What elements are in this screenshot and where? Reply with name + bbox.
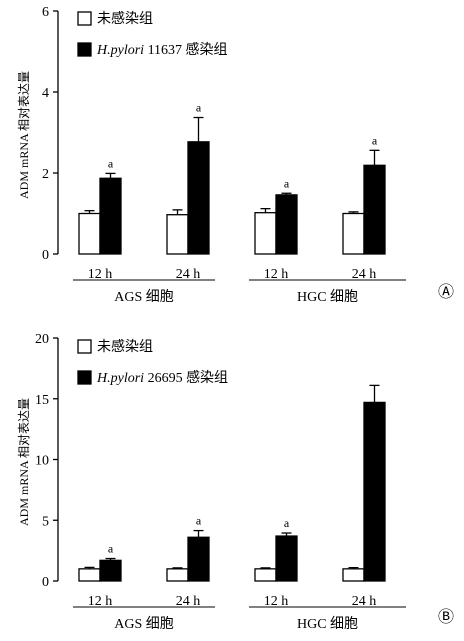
bar-uninfected [254, 212, 277, 255]
bar-infected [363, 401, 386, 582]
panel-label: Ⓐ [438, 283, 454, 301]
y-tick-label: 0 [42, 575, 49, 590]
y-tick-label: 5 [42, 514, 49, 529]
y-tick-label: 0 [42, 248, 49, 263]
bar-infected [275, 194, 298, 255]
bar-uninfected [166, 568, 189, 582]
x-group-label: HGC 细胞 [297, 289, 358, 305]
bar-infected [99, 177, 122, 255]
bar-uninfected [78, 212, 101, 255]
chart-panel-b: 0 5 10 15 20 ADM mRNA 相对表达量 a a a 12 h 24 h 12 h 24 … [17, 332, 454, 632]
x-tick-label: 12 h [88, 594, 113, 609]
significance-label: a [372, 133, 378, 147]
y-tick-label: 4 [42, 86, 49, 101]
legend-swatch-uninfected [77, 11, 92, 26]
legend-label-species: H.pylori [96, 43, 144, 58]
significance-label: a [196, 514, 202, 528]
panel-label: Ⓑ [438, 608, 454, 626]
x-group-label: AGS 细胞 [114, 289, 174, 305]
x-group-label: AGS 细胞 [114, 616, 174, 632]
y-tick-label: 2 [42, 167, 49, 182]
significance-label: a [196, 101, 202, 115]
legend-swatch-infected [77, 42, 92, 57]
y-axis-label: ADM mRNA 相对表达量 [17, 398, 31, 526]
bar-uninfected [254, 568, 277, 582]
x-tick-label: 24 h [352, 267, 377, 282]
legend-label-species: H.pylori [96, 371, 144, 386]
x-tick-label: 24 h [176, 594, 201, 609]
legend-swatch-uninfected [77, 339, 92, 354]
bar-infected [99, 559, 122, 582]
x-tick-label: 12 h [88, 267, 113, 282]
bar-infected [187, 141, 210, 255]
bar-infected [363, 164, 386, 255]
y-axis-label: ADM mRNA 相对表达量 [17, 71, 31, 199]
legend-swatch-infected [77, 370, 92, 385]
significance-label: a [284, 176, 290, 190]
x-tick-label: 12 h [264, 267, 289, 282]
significance-label: a [284, 516, 290, 530]
y-tick-label: 10 [35, 454, 49, 469]
x-tick-label: 24 h [352, 594, 377, 609]
legend-label-suffix: 11637 感染组 [144, 41, 227, 58]
y-tick-label: 20 [35, 332, 49, 347]
x-tick-label: 12 h [264, 594, 289, 609]
legend-label-suffix: 26695 感染组 [144, 369, 228, 386]
bar-uninfected [342, 568, 365, 582]
y-tick-label: 15 [35, 393, 49, 408]
x-group-label: HGC 细胞 [297, 616, 358, 632]
bar-infected [187, 536, 210, 582]
significance-label: a [108, 156, 114, 170]
bar-uninfected [342, 212, 365, 255]
legend-label: 未感染组 [97, 338, 153, 355]
bar-uninfected [78, 568, 101, 582]
x-tick-label: 24 h [176, 267, 201, 282]
bar-uninfected [166, 214, 189, 255]
legend-label: 未感染组 [97, 10, 153, 27]
legend-label: H.pylori 26695 感染组 [96, 369, 228, 386]
significance-label: a [108, 542, 114, 556]
bar-infected [275, 535, 298, 582]
y-tick-label: 6 [42, 5, 49, 20]
legend-label: H.pylori 11637 感染组 [96, 41, 228, 58]
